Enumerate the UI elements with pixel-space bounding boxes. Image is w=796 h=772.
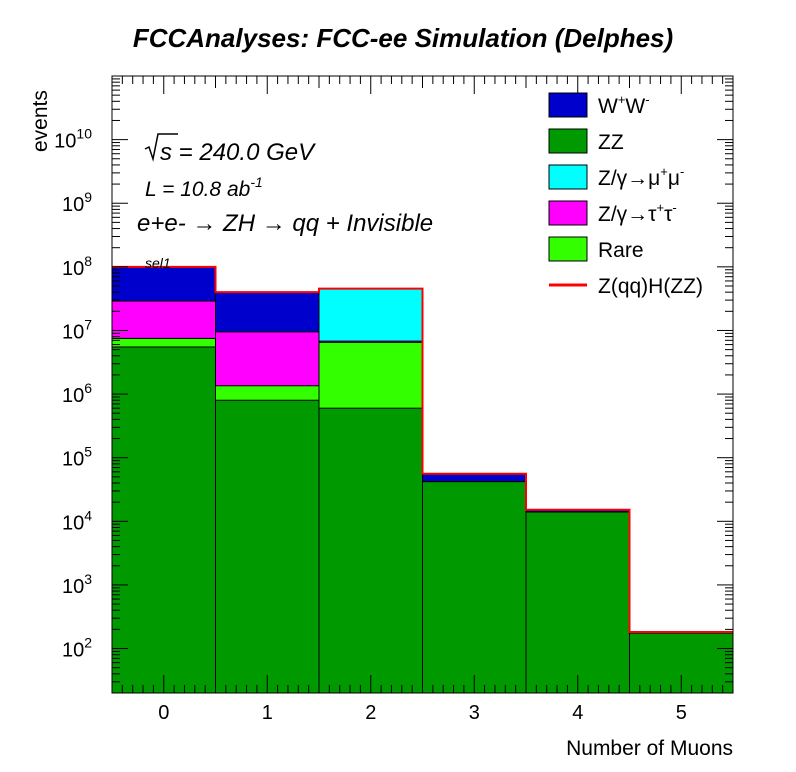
x-tick-label: 3 [469, 702, 480, 724]
legend-label: Z/γ→μ+μ- [598, 164, 684, 190]
x-tick-label: 2 [365, 702, 376, 724]
legend-swatch [548, 128, 588, 154]
process-label: e+e- → ZH → qq + Invisible [137, 210, 433, 237]
legend-swatch [548, 200, 588, 226]
legend-text: Rare [598, 239, 644, 262]
sqrt-symbol [144, 133, 178, 162]
bar-zz-bin-4 [525, 511, 630, 694]
y-tick-exponent: 10 [76, 126, 92, 142]
legend-label: Z/γ→τ+τ- [598, 200, 677, 226]
y-tick-base: 10 [62, 258, 84, 280]
legend-sup: - [680, 164, 684, 179]
bar-zz-bin-0 [111, 346, 216, 694]
legend-label: W+W- [598, 92, 650, 118]
legend-text: τ [664, 203, 673, 226]
legend-sup: + [656, 200, 664, 215]
x-tick-label: 5 [676, 702, 687, 724]
y-tick-label: 107 [62, 316, 92, 343]
y-tick-label: 106 [62, 380, 92, 407]
annotations: s = 240.0 GeV L = 10.8 ab-1 e+e- → ZH → … [137, 133, 433, 271]
legend-text: Z/γ→μ [598, 167, 660, 190]
chart-title: FCCAnalyses: FCC-ee Simulation (Delphes) [133, 23, 673, 53]
legend-text: W [598, 95, 618, 118]
legend-label: Z(qq)H(ZZ) [598, 275, 703, 298]
signal-histogram [112, 265, 733, 633]
legend-swatch [548, 164, 588, 190]
y-tick-label: 1010 [54, 126, 92, 153]
x-tick-labels: 0 1 2 3 4 5 [158, 702, 687, 724]
x-tick-label: 1 [262, 702, 273, 724]
legend-text: Z/γ→τ [598, 203, 657, 226]
y-tick-exponent: 8 [84, 253, 92, 269]
legend-text: W [625, 95, 645, 118]
y-tick-base: 10 [62, 385, 84, 407]
y-tick-exponent: 2 [84, 635, 92, 651]
legend-swatch [548, 236, 588, 262]
axes [111, 75, 734, 694]
x-tick-label: 0 [158, 702, 169, 724]
sqrt-s-label: s = 240.0 GeV [160, 139, 316, 166]
y-tick-label: 108 [62, 253, 92, 280]
legend-sup: + [660, 164, 668, 179]
y-tick-base: 10 [62, 321, 84, 343]
y-tick-base: 10 [62, 640, 84, 662]
stacked-histogram [111, 266, 734, 694]
y-tick-label: 103 [62, 571, 92, 598]
y-tick-label: 109 [62, 189, 92, 216]
luminosity-exponent: -1 [250, 174, 262, 190]
y-tick-base: 10 [54, 131, 76, 153]
legend-text: ZZ [598, 131, 624, 154]
legend-sup: - [645, 92, 649, 107]
y-tick-label: 102 [62, 635, 92, 662]
signal-line [112, 265, 733, 633]
sqrt-s-text: s = 240.0 GeV [160, 139, 316, 166]
bar-zz-bin-1 [215, 399, 320, 694]
y-tick-base: 10 [62, 449, 84, 471]
legend-label: Rare [598, 239, 644, 262]
y-tick-label: 105 [62, 444, 92, 471]
y-axis-label: events [29, 90, 52, 152]
luminosity-label: L = 10.8 ab-1 [145, 174, 263, 201]
legend-swatch [548, 92, 588, 118]
legend-label: ZZ [598, 131, 624, 154]
y-tick-exponent: 6 [84, 380, 92, 396]
y-tick-base: 10 [62, 576, 84, 598]
x-axis-label: Number of Muons [566, 737, 733, 760]
bar-zz-bin-3 [422, 481, 527, 694]
x-tick-label: 4 [572, 702, 583, 724]
legend-sup: + [618, 92, 626, 107]
y-tick-base: 10 [62, 194, 84, 216]
y-tick-exponent: 3 [84, 571, 92, 587]
bar-zz-bin-2 [318, 407, 423, 694]
y-tick-base: 10 [62, 512, 84, 534]
selection-label: sel1 [145, 255, 171, 271]
y-tick-exponent: 4 [84, 507, 92, 523]
y-tick-label: 104 [62, 507, 92, 534]
legend-text: μ [668, 167, 680, 190]
y-tick-exponent: 7 [84, 316, 92, 332]
y-tick-exponent: 9 [84, 189, 92, 205]
y-tick-exponent: 5 [84, 444, 92, 460]
luminosity-text: L = 10.8 ab [145, 178, 251, 201]
legend-sup: - [672, 200, 676, 215]
